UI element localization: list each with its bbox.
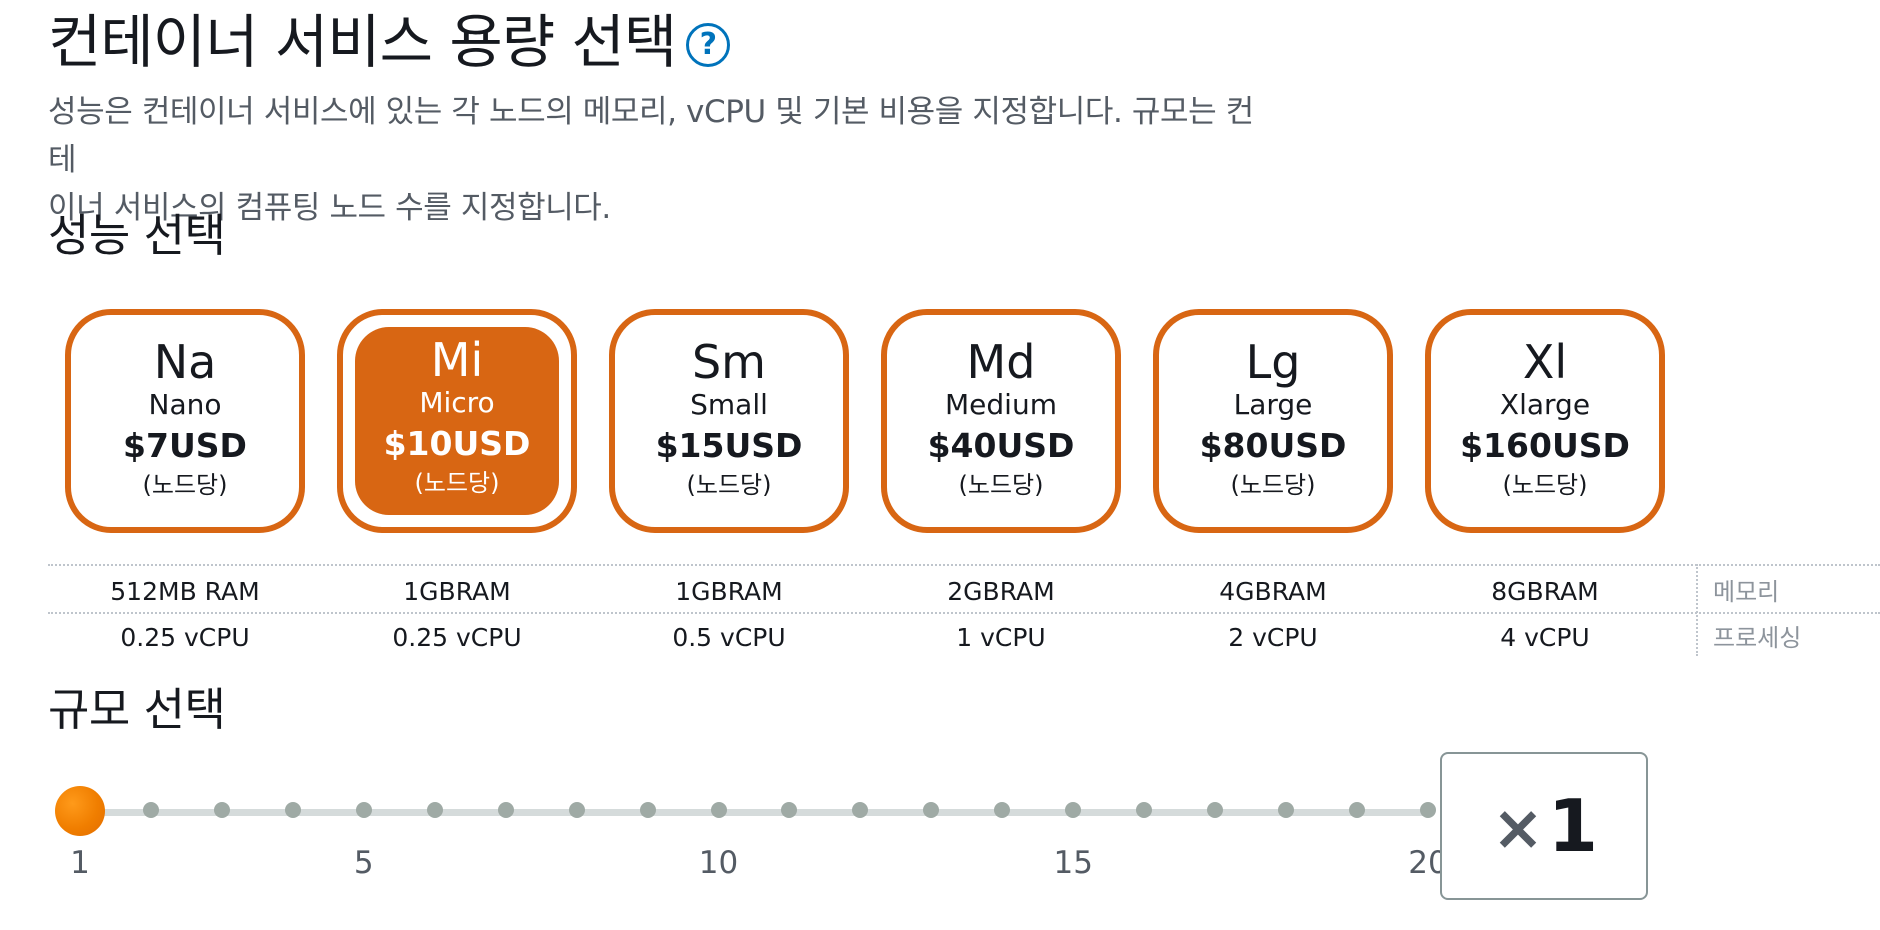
memory-label: 메모리 <box>1713 578 1780 606</box>
scale-value: 1 <box>1547 784 1598 868</box>
plan-code: Mi <box>430 333 484 387</box>
slider-step-8[interactable] <box>568 802 585 818</box>
plan-card-content: Lg Large $80USD (노드당) <box>1159 335 1387 503</box>
memory-value: 1GBRAM <box>403 577 511 606</box>
plan-card-content: Xl Xlarge $160USD (노드당) <box>1431 335 1659 503</box>
slider-step-9[interactable] <box>639 802 656 818</box>
memory-value: 8GBRAM <box>1491 577 1599 606</box>
scale-output: × 1 <box>1440 752 1648 900</box>
scale-slider[interactable]: 1 5 10 15 20 <box>48 760 1448 890</box>
performance-spec-table: 512MB RAM 1GBRAM 1GBRAM 2GBRAM 4GBRAM 8G… <box>48 564 1880 656</box>
slider-track[interactable] <box>80 809 1428 816</box>
plan-card-micro[interactable]: Mi Micro $10USD (노드당) <box>337 309 577 533</box>
slider-step-20[interactable] <box>1420 802 1436 818</box>
memory-value: 1GBRAM <box>675 577 783 606</box>
selected-plan-fill: Mi Micro $10USD (노드당) <box>355 327 559 515</box>
scale-section-title: 규모 선택 <box>48 683 226 736</box>
performance-plan-options: Na Nano $7USD (노드당) Mi Micro $10USD (노드당… <box>65 309 1675 533</box>
slider-tick-label: 10 <box>698 845 739 881</box>
plan-card-nano[interactable]: Na Nano $7USD (노드당) <box>65 309 305 533</box>
plan-price: $15USD <box>655 426 803 465</box>
plan-card-content: Sm Small $15USD (노드당) <box>615 335 843 503</box>
plan-name: Large <box>1233 388 1313 421</box>
plan-card-content: Md Medium $40USD (노드당) <box>887 335 1115 503</box>
slider-step-16[interactable] <box>1136 802 1153 818</box>
help-icon[interactable]: ? <box>686 23 731 67</box>
slider-step-3[interactable] <box>213 802 230 818</box>
plan-card-content: Na Nano $7USD (노드당) <box>71 335 299 503</box>
plan-price: $7USD <box>123 426 247 465</box>
memory-value: 2GBRAM <box>947 577 1055 606</box>
slider-tick-label: 1 <box>70 845 90 881</box>
plan-price-unit: (노드당) <box>414 469 500 497</box>
multiply-icon: × <box>1491 791 1544 864</box>
plan-name: Micro <box>419 386 495 419</box>
plan-price: $40USD <box>927 426 1075 465</box>
plan-card-xlarge[interactable]: Xl Xlarge $160USD (노드당) <box>1425 309 1665 533</box>
cpu-value: 0.5 vCPU <box>672 623 786 652</box>
slider-step-18[interactable] <box>1278 802 1295 818</box>
plan-name: Medium <box>945 388 1057 421</box>
plan-price: $160USD <box>1460 426 1630 465</box>
page-description: 성능은 컨테이너 서비스에 있는 각 노드의 메모리, vCPU 및 기본 비용… <box>48 88 1268 232</box>
title-row: 컨테이너 서비스 용량 선택 ? <box>48 8 731 76</box>
plan-name: Xlarge <box>1499 388 1591 421</box>
slider-tick-label: 5 <box>353 845 374 881</box>
slider-step-14[interactable] <box>994 802 1011 818</box>
slider-step-11[interactable] <box>781 802 798 818</box>
plan-card-small[interactable]: Sm Small $15USD (노드당) <box>609 309 849 533</box>
slider-step-19[interactable] <box>1349 802 1366 818</box>
processing-label: 프로세싱 <box>1713 624 1802 652</box>
plan-name: Small <box>690 388 768 421</box>
cpu-value: 0.25 vCPU <box>392 623 522 652</box>
plan-price-unit: (노드당) <box>958 471 1044 499</box>
plan-code: Md <box>966 335 1036 389</box>
slider-step-12[interactable] <box>852 802 869 818</box>
slider-step-10[interactable] <box>710 802 727 818</box>
slider-step-13[interactable] <box>923 802 940 818</box>
performance-section-title: 성능 선택 <box>48 209 226 262</box>
plan-price-unit: (노드당) <box>1502 471 1588 499</box>
slider-step-4[interactable] <box>284 802 301 818</box>
spec-label-divider <box>1696 564 1698 656</box>
plan-card-large[interactable]: Lg Large $80USD (노드당) <box>1153 309 1393 533</box>
slider-thumb[interactable] <box>55 786 105 836</box>
cpu-value: 2 vCPU <box>1228 623 1318 652</box>
spec-table-middle-divider <box>48 612 1880 614</box>
cpu-value: 1 vCPU <box>956 623 1046 652</box>
slider-tick-label: 15 <box>1053 845 1093 881</box>
slider-step-5[interactable] <box>355 802 372 818</box>
slider-step-15[interactable] <box>1065 802 1082 818</box>
plan-code: Lg <box>1245 335 1301 389</box>
cpu-value: 0.25 vCPU <box>120 623 250 652</box>
slider-step-7[interactable] <box>497 802 514 818</box>
plan-card-content: Mi Micro $10USD (노드당) <box>355 333 559 501</box>
plan-card-medium[interactable]: Md Medium $40USD (노드당) <box>881 309 1121 533</box>
plan-price: $80USD <box>1199 426 1347 465</box>
cpu-value: 4 vCPU <box>1500 623 1590 652</box>
slider-step-6[interactable] <box>426 802 443 818</box>
memory-value: 4GBRAM <box>1219 577 1327 606</box>
plan-code: Sm <box>691 335 766 389</box>
memory-value: 512MB RAM <box>110 577 260 606</box>
plan-price-unit: (노드당) <box>142 471 228 499</box>
plan-price-unit: (노드당) <box>1230 471 1316 499</box>
description-line-1: 성능은 컨테이너 서비스에 있는 각 노드의 메모리, vCPU 및 기본 비용… <box>48 94 1254 178</box>
plan-price-unit: (노드당) <box>686 471 772 499</box>
slider-step-2[interactable] <box>142 802 159 818</box>
spec-table-top-divider <box>48 564 1880 566</box>
page-title: 컨테이너 서비스 용량 선택 <box>48 8 677 76</box>
description-line-2: 이너 서비스의 컴퓨팅 노드 수를 지정합니다. <box>48 190 611 226</box>
plan-price: $10USD <box>383 424 531 463</box>
plan-code: Xl <box>1522 335 1568 389</box>
slider-step-17[interactable] <box>1207 802 1224 818</box>
plan-code: Na <box>153 335 217 389</box>
plan-name: Nano <box>148 388 222 421</box>
